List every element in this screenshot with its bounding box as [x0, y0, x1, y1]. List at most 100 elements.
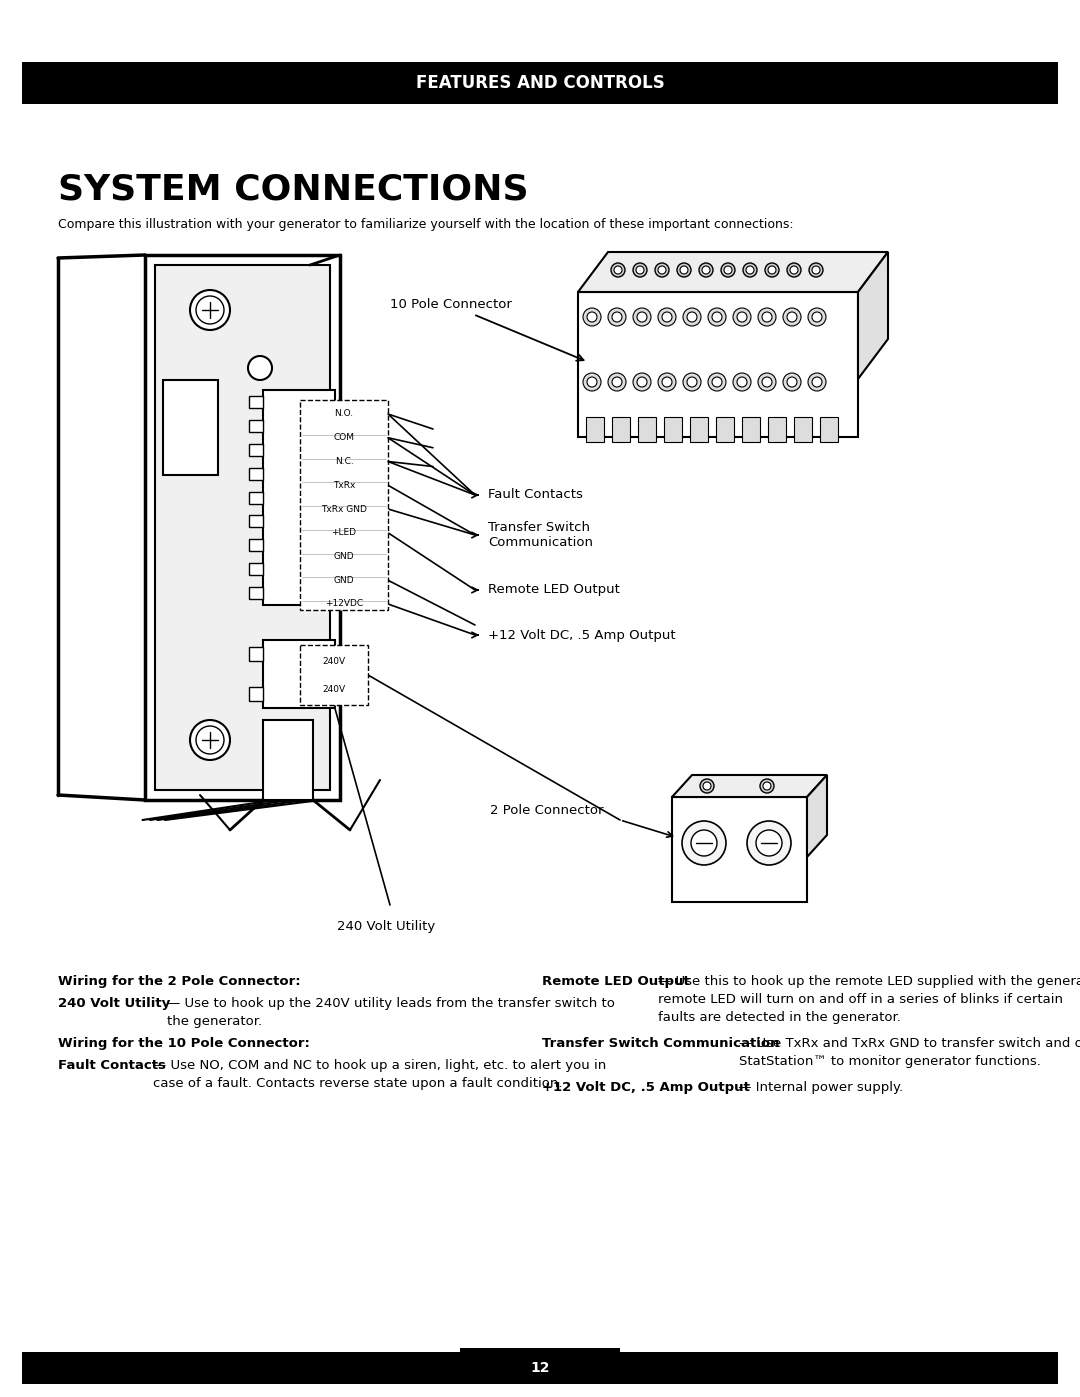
Circle shape: [808, 307, 826, 326]
Text: remote LED will turn on and off in a series of blinks if certain: remote LED will turn on and off in a ser…: [658, 993, 1063, 1006]
Bar: [742, 416, 760, 441]
Circle shape: [677, 263, 691, 277]
Circle shape: [583, 373, 600, 391]
Bar: [690, 416, 708, 441]
Circle shape: [708, 307, 726, 326]
Circle shape: [812, 265, 820, 274]
Text: +12VDC: +12VDC: [325, 599, 363, 609]
Circle shape: [680, 265, 688, 274]
Circle shape: [190, 291, 230, 330]
Circle shape: [687, 312, 697, 321]
Circle shape: [812, 377, 822, 387]
Text: +12 Volt DC, .5 Amp Output: +12 Volt DC, .5 Amp Output: [488, 629, 676, 641]
Text: +12 Volt DC, .5 Amp Output: +12 Volt DC, .5 Amp Output: [542, 1081, 750, 1094]
Circle shape: [633, 307, 651, 326]
Text: 240 Volt Utility: 240 Volt Utility: [58, 997, 171, 1010]
Circle shape: [812, 312, 822, 321]
Circle shape: [737, 377, 747, 387]
Text: TxRx: TxRx: [333, 481, 355, 490]
Circle shape: [588, 377, 597, 387]
Circle shape: [758, 307, 777, 326]
Circle shape: [683, 307, 701, 326]
Circle shape: [195, 726, 224, 754]
Circle shape: [783, 307, 801, 326]
Text: Transfer Switch Communication: Transfer Switch Communication: [542, 1037, 780, 1051]
Circle shape: [195, 296, 224, 324]
Text: SYSTEM CONNECTIONS: SYSTEM CONNECTIONS: [58, 172, 528, 205]
Circle shape: [762, 312, 772, 321]
Bar: [300, 645, 368, 705]
Text: Transfer Switch
Communication: Transfer Switch Communication: [488, 521, 593, 549]
Bar: [156, 265, 330, 789]
Circle shape: [789, 265, 798, 274]
Bar: [249, 687, 264, 701]
Circle shape: [683, 373, 701, 391]
Text: the generator.: the generator.: [166, 1016, 262, 1028]
Text: Remote LED Output: Remote LED Output: [488, 584, 620, 597]
Circle shape: [691, 830, 717, 856]
Circle shape: [612, 312, 622, 321]
Circle shape: [756, 830, 782, 856]
Circle shape: [724, 265, 732, 274]
Text: faults are detected in the generator.: faults are detected in the generator.: [658, 1011, 901, 1024]
Circle shape: [633, 263, 647, 277]
Bar: [768, 416, 786, 441]
Circle shape: [637, 377, 647, 387]
Circle shape: [658, 307, 676, 326]
Bar: [249, 468, 264, 479]
Text: — Use NO, COM and NC to hook up a siren, light, etc. to alert you in: — Use NO, COM and NC to hook up a siren,…: [153, 1059, 607, 1071]
Circle shape: [762, 377, 772, 387]
Circle shape: [700, 780, 714, 793]
Bar: [820, 416, 838, 441]
Bar: [794, 416, 812, 441]
Circle shape: [636, 265, 644, 274]
Circle shape: [787, 263, 801, 277]
Bar: [249, 563, 264, 576]
Circle shape: [248, 356, 272, 380]
Bar: [145, 256, 340, 800]
Text: GND: GND: [334, 576, 354, 585]
Text: — Internal power supply.: — Internal power supply.: [734, 1081, 904, 1094]
Circle shape: [758, 373, 777, 391]
Text: 12: 12: [530, 1361, 550, 1375]
Bar: [672, 798, 807, 902]
Circle shape: [760, 780, 774, 793]
Bar: [612, 416, 630, 441]
Text: — Use TxRx and TxRx GND to transfer switch and optional wireless: — Use TxRx and TxRx GND to transfer swit…: [739, 1037, 1080, 1051]
Circle shape: [733, 373, 751, 391]
Text: FEATURES AND CONTROLS: FEATURES AND CONTROLS: [416, 74, 664, 92]
Bar: [163, 380, 218, 475]
Bar: [716, 416, 734, 441]
Circle shape: [743, 263, 757, 277]
Text: Fault Contacts: Fault Contacts: [488, 489, 583, 502]
Text: Wiring for the 2 Pole Connector:: Wiring for the 2 Pole Connector:: [58, 975, 300, 988]
Circle shape: [611, 263, 625, 277]
Text: 10 Pole Connector: 10 Pole Connector: [390, 299, 583, 360]
Polygon shape: [672, 775, 827, 798]
Bar: [638, 416, 656, 441]
Circle shape: [746, 265, 754, 274]
Bar: [249, 395, 264, 408]
Circle shape: [654, 263, 669, 277]
Circle shape: [608, 373, 626, 391]
Circle shape: [658, 373, 676, 391]
Text: 240V: 240V: [323, 657, 346, 665]
Text: Remote LED Output: Remote LED Output: [542, 975, 690, 988]
Circle shape: [662, 377, 672, 387]
Polygon shape: [858, 251, 888, 379]
Circle shape: [699, 263, 713, 277]
Bar: [249, 515, 264, 528]
Text: TxRx GND: TxRx GND: [321, 504, 367, 514]
Polygon shape: [578, 251, 888, 292]
Bar: [586, 416, 604, 441]
Circle shape: [712, 312, 723, 321]
Circle shape: [721, 263, 735, 277]
Bar: [664, 416, 681, 441]
Text: StatStation™ to monitor generator functions.: StatStation™ to monitor generator functi…: [739, 1055, 1041, 1067]
Bar: [22, 61, 1058, 103]
Text: 2 Pole Connector: 2 Pole Connector: [490, 803, 604, 816]
Bar: [264, 640, 335, 708]
Circle shape: [783, 373, 801, 391]
Circle shape: [712, 377, 723, 387]
Text: GND: GND: [334, 552, 354, 562]
